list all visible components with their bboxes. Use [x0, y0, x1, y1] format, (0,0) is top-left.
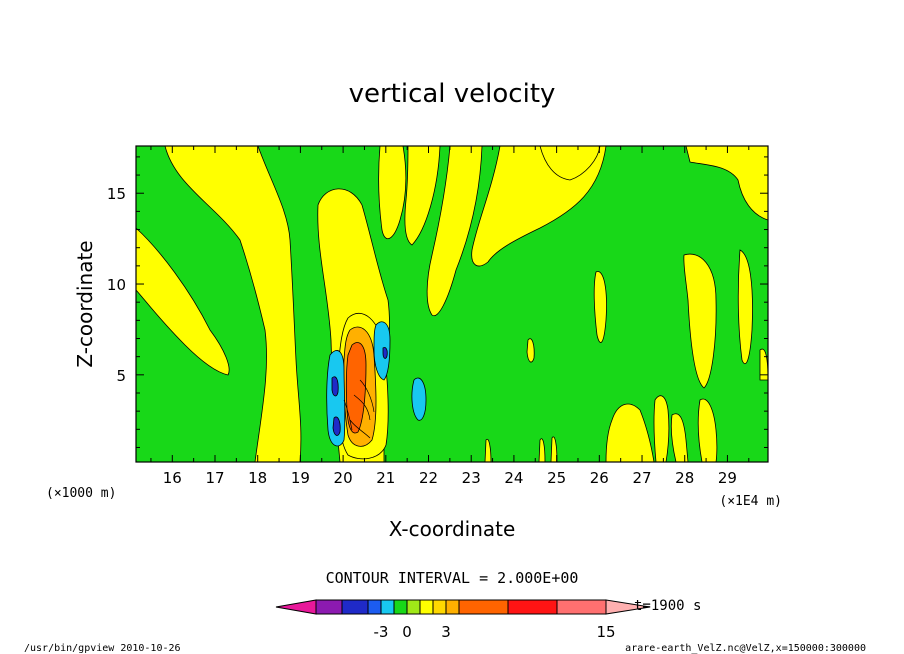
contour-region — [426, 146, 483, 317]
contour-region — [136, 146, 302, 462]
y-axis-label: Z-coordinate — [73, 240, 97, 367]
x-tick-label: 19 — [291, 469, 310, 487]
contour-region — [343, 379, 375, 439]
x-tick-label: 17 — [205, 469, 224, 487]
colorbar-swatch — [406, 599, 421, 615]
colorbar-swatch — [315, 599, 343, 615]
contour-region — [526, 338, 535, 363]
contour-region — [373, 321, 391, 381]
colorbar-tick-label: -3 — [374, 623, 389, 641]
x-axis-label: X-coordinate — [389, 517, 516, 541]
x-tick-label: 27 — [632, 469, 651, 487]
footer-left: /usr/bin/gpview 2010-10-26 — [24, 643, 181, 654]
y-tick-label: 10 — [107, 276, 126, 294]
colorbar-swatch — [458, 599, 509, 615]
colorbar-swatch — [507, 599, 558, 615]
colorbar-swatch — [393, 599, 408, 615]
x-tick-label: 21 — [376, 469, 395, 487]
contour-region — [653, 395, 670, 462]
x-tick-label: 20 — [334, 469, 353, 487]
x-tick-label: 22 — [419, 469, 438, 487]
y-tick-label: 5 — [116, 367, 126, 385]
contour-region — [605, 403, 655, 462]
contour-region — [683, 253, 717, 389]
colorbar-swatch — [367, 599, 382, 615]
colorbar: -3 0 3 15 — [275, 599, 651, 641]
colorbar-swatch — [419, 599, 434, 615]
colorbar-lower-arrow — [275, 599, 317, 615]
contour-region — [382, 347, 388, 359]
contour-region — [345, 342, 367, 434]
x-tick-label: 18 — [248, 469, 267, 487]
contour-region — [136, 227, 230, 376]
contour-region — [670, 413, 689, 462]
chart-title: vertical velocity — [349, 79, 556, 109]
contour-region — [404, 146, 441, 246]
time-label: t=1900 s — [634, 598, 701, 614]
colorbar-tick-label: 0 — [402, 623, 412, 641]
y-axis-scale-note: (×1000 m) — [46, 486, 116, 501]
colorbar-swatch — [380, 599, 395, 615]
contour-region — [685, 146, 768, 221]
plot-frame — [135, 145, 769, 463]
colorbar-swatch — [341, 599, 369, 615]
contour-interval-text: CONTOUR INTERVAL = 2.000E+00 — [326, 569, 579, 587]
colorbar-tick-label: 3 — [441, 623, 451, 641]
contour-region — [326, 350, 346, 447]
contour-region — [539, 146, 601, 181]
colorbar-swatch — [556, 599, 607, 615]
plot-area — [136, 146, 768, 462]
contour-region — [378, 146, 407, 240]
x-tick-label: 23 — [462, 469, 481, 487]
colorbar-swatch — [445, 599, 460, 615]
x-tick-label: 26 — [590, 469, 609, 487]
x-tick-label: 29 — [718, 469, 737, 487]
footer-right: arare-earth_VelZ.nc@VelZ,x=150000:300000 — [625, 643, 866, 654]
x-tick-label: 24 — [504, 469, 523, 487]
y-axis-ticks: 5 10 15 — [107, 156, 768, 448]
colorbar-swatch — [432, 599, 447, 615]
x-axis-ticks: 16 17 18 19 20 21 22 23 24 25 26 27 28 29 — [150, 146, 750, 487]
contour-region — [697, 398, 718, 462]
colorbar-tick-label: 15 — [596, 623, 615, 641]
contour-region — [484, 436, 558, 462]
contour-region — [737, 249, 753, 365]
colorbar-upper-arrow — [605, 599, 651, 615]
x-tick-label: 28 — [675, 469, 694, 487]
contour-region — [593, 271, 607, 343]
x-tick-label: 25 — [547, 469, 566, 487]
x-axis-scale-note: (×1E4 m) — [719, 494, 782, 509]
contour-region — [331, 376, 341, 436]
y-tick-label: 15 — [107, 185, 126, 203]
x-tick-label: 16 — [163, 469, 182, 487]
contour-region — [411, 377, 427, 421]
